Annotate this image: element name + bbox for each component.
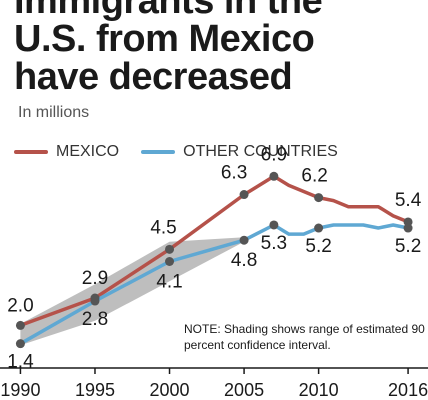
x-tick-label: 1995	[75, 380, 115, 400]
data-point-mexico	[15, 320, 25, 330]
legend-swatch-other-countries	[141, 150, 176, 154]
series-lines	[18, 174, 410, 346]
data-label-other-countries: 4.8	[231, 250, 257, 271]
data-point-mexico	[314, 193, 324, 203]
data-label-other-countries: 5.2	[395, 236, 421, 257]
series-line-mexico	[18, 174, 410, 328]
data-label-mexico: 2.9	[82, 268, 108, 289]
data-label-other-countries: 5.2	[305, 236, 331, 257]
confidence-band-layer	[20, 237, 245, 346]
data-label-mexico: 6.3	[221, 163, 247, 184]
title-line: U.S. from Mexico	[14, 18, 315, 60]
data-label-mexico: 5.4	[395, 190, 422, 211]
series-line-other-countries	[18, 223, 410, 346]
data-point-other-countries	[15, 339, 25, 349]
x-axis: 1990 1995 2000 2005 2010 2016	[0, 367, 428, 400]
legend-item-mexico: MEXICO	[14, 143, 119, 161]
x-tick-label: 2000	[150, 380, 190, 400]
chart-legend: MEXICO OTHER COUNTRIES	[14, 143, 360, 161]
data-point-other-countries	[165, 257, 175, 266]
data-point-other-countries	[269, 220, 279, 230]
data-label-mexico: 4.5	[150, 217, 176, 238]
data-label-mexico: 2.0	[7, 295, 33, 316]
x-tick-label: 2016	[388, 380, 428, 400]
data-point-mexico	[269, 171, 279, 181]
data-label-other-countries: 4.1	[156, 272, 182, 293]
data-points	[15, 171, 413, 349]
data-label-other-countries: 2.8	[82, 309, 108, 330]
legend-label-other-countries: OTHER COUNTRIES	[183, 143, 338, 160]
x-tick-label: 2005	[224, 380, 264, 400]
data-point-mexico	[165, 244, 175, 254]
note-text-line-2: percent confidence interval.	[184, 338, 331, 352]
chart-subtitle: In millions	[18, 104, 90, 121]
title-line: have decreased	[14, 56, 293, 98]
legend-swatch-mexico	[14, 150, 48, 154]
x-tick-label: 2010	[299, 380, 339, 400]
data-point-other-countries	[90, 296, 100, 306]
data-point-other-countries	[314, 223, 324, 233]
data-labels: 2.02.94.56.36.96.25.41.42.84.14.85.3 5.2 5…	[7, 144, 421, 372]
chart-title: Immigrants in the U.S. from Mexico have …	[14, 0, 424, 96]
data-point-mexico	[239, 190, 249, 200]
data-label-mexico: 6.2	[301, 166, 327, 187]
legend-item-other-countries: OTHER COUNTRIES	[141, 143, 338, 161]
data-label-mexico: 6.9	[261, 144, 287, 165]
title-line: Immigrants in the	[14, 0, 323, 22]
note-text-line-1: NOTE: Shading shows range of estimated 9…	[184, 322, 425, 336]
data-point-other-countries	[239, 235, 249, 245]
data-label-other-countries: 5.3	[261, 233, 287, 254]
legend-label-mexico: MEXICO	[56, 143, 120, 160]
x-tick-label: 1990	[0, 380, 40, 400]
confidence-band	[20, 237, 245, 346]
data-point-other-countries	[403, 223, 413, 233]
